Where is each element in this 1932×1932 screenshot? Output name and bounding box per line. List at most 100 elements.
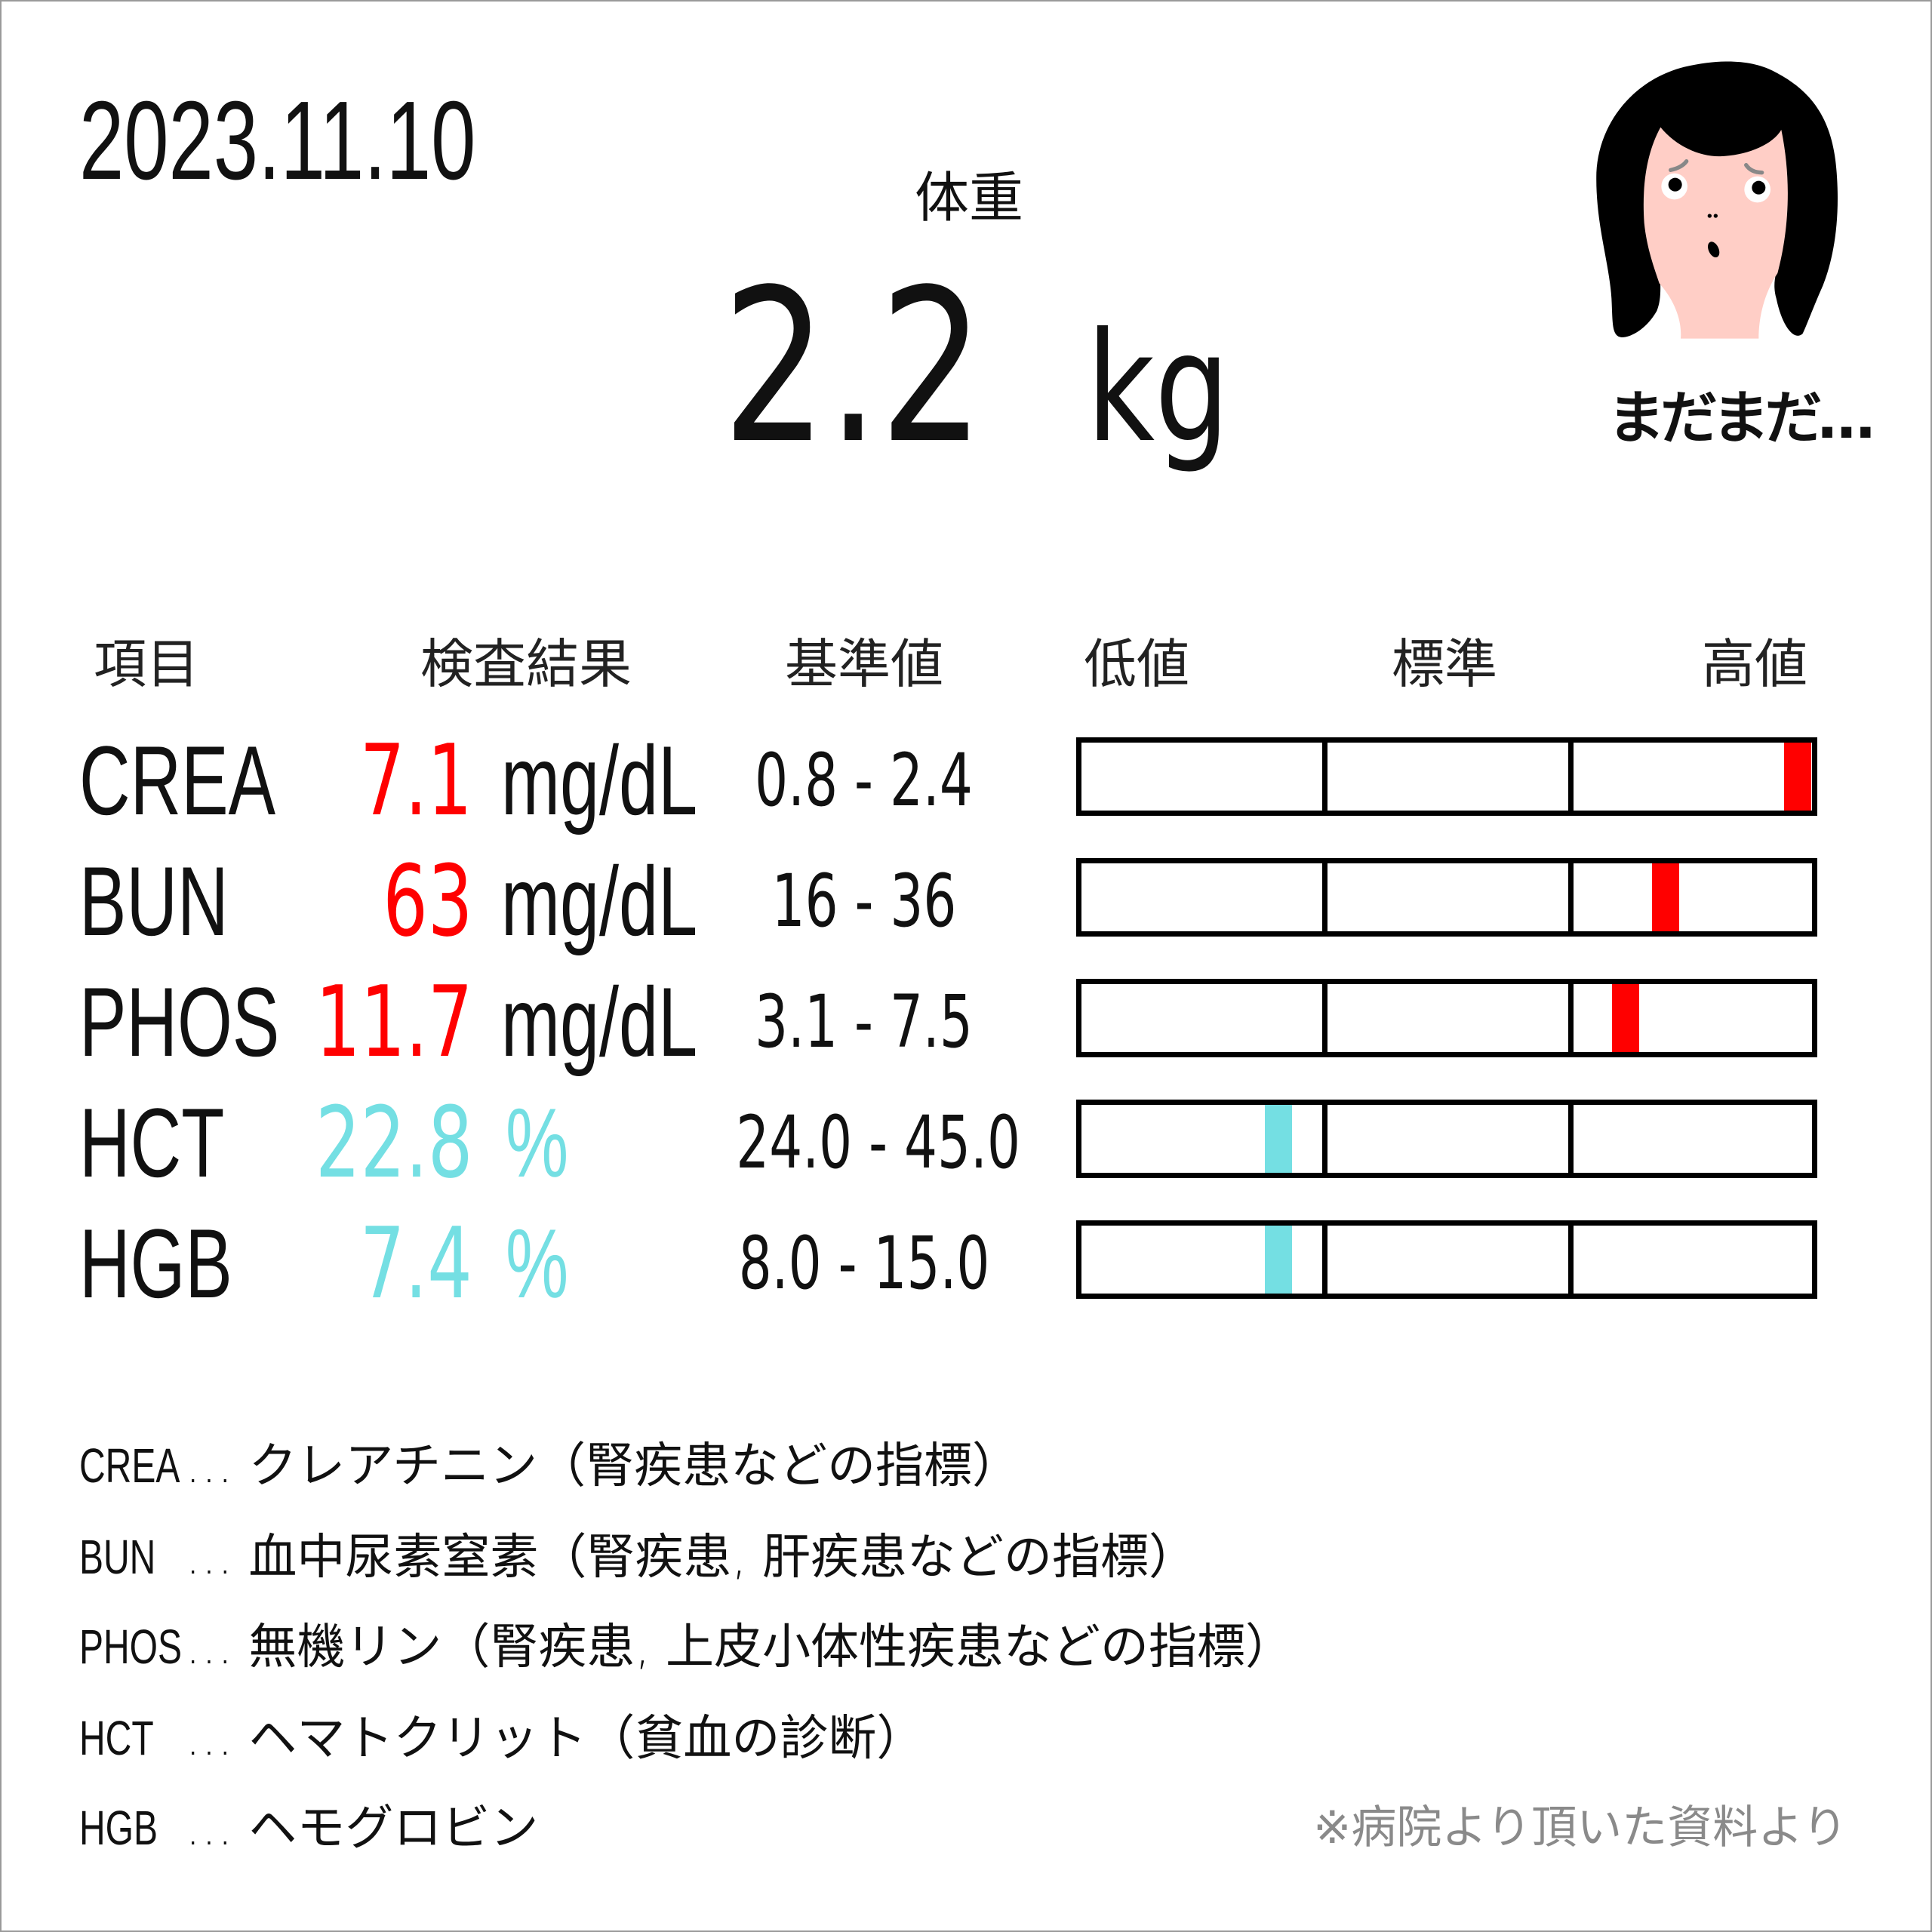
test-value-text: 7.4 — [360, 1206, 472, 1321]
footnote: PHOS… 無機リン（腎疾患, 上皮小体性疾患などの指標） — [79, 1617, 1294, 1678]
reference-range-text: 0.8 - 2.4 — [755, 738, 974, 823]
left-pupil — [1668, 177, 1682, 192]
test-unit: mg/dL — [501, 848, 774, 954]
range-gauge — [1076, 979, 1817, 1057]
reference-range-text: 8.0 - 15.0 — [738, 1221, 990, 1306]
range-gauge — [1076, 858, 1817, 937]
footnote-term-text: PHOS — [79, 1620, 183, 1674]
gauge-marker — [1783, 743, 1811, 811]
left-eyebrow — [1669, 159, 1689, 172]
footnote-term: CREA — [79, 1435, 185, 1497]
test-value-text: 7.1 — [360, 723, 472, 838]
test-unit: mg/dL — [501, 969, 774, 1075]
reference-range: 8.0 - 15.0 — [681, 1211, 1048, 1316]
reference-range: 16 - 36 — [681, 848, 1048, 954]
nostril — [1707, 214, 1712, 218]
test-name: BUN — [79, 848, 286, 954]
test-value: 22.8 — [80, 1090, 472, 1195]
footnote-term: BUN — [79, 1527, 185, 1588]
gauge-divider — [1568, 743, 1574, 811]
test-name-text: HCT — [79, 1088, 225, 1198]
test-name-text: HGB — [79, 1208, 232, 1318]
footnote: HGB … ヘモグロビン — [79, 1798, 538, 1859]
test-name-text: PHOS — [79, 967, 280, 1077]
gauge-marker — [1612, 984, 1640, 1052]
gauge-marker — [1265, 1105, 1293, 1173]
reference-range: 24.0 - 45.0 — [681, 1090, 1048, 1195]
gauge-marker — [1265, 1226, 1293, 1294]
test-unit: % — [506, 1211, 593, 1316]
reference-range-text: 3.1 - 7.5 — [755, 980, 974, 1064]
range-gauge — [1076, 1220, 1817, 1299]
test-value: 63 — [80, 848, 472, 954]
footnote-term-text: BUN — [79, 1530, 156, 1584]
test-value-text: 63 — [382, 844, 472, 958]
gauge-divider — [1322, 743, 1327, 811]
right-eyebrow — [1744, 163, 1764, 175]
reference-range-text: 16 - 36 — [771, 859, 957, 943]
mouth — [1708, 242, 1720, 258]
test-value: 7.1 — [80, 728, 472, 833]
header-high: 高値 — [1702, 633, 1807, 695]
footnote-term: PHOS — [79, 1617, 185, 1678]
footnote-description: … 無機リン（腎疾患, 上皮小体性疾患などの指標） — [185, 1620, 1294, 1675]
report-date-text: 2023.11.10 — [79, 78, 476, 203]
header-reference: 基準値 — [785, 633, 943, 695]
nostril — [1713, 214, 1718, 218]
header-item: 項目 — [94, 633, 199, 695]
test-unit-text: % — [506, 1208, 569, 1318]
test-value-text: 11.7 — [315, 964, 472, 1079]
reference-range-text: 24.0 - 45.0 — [736, 1100, 1020, 1185]
test-unit-text: % — [506, 1088, 569, 1198]
test-unit: mg/dL — [501, 728, 774, 833]
test-name: PHOS — [79, 969, 357, 1075]
footnote-description: … ヘマトクリット（貧血の診断） — [185, 1711, 925, 1767]
footnote-term: HCT — [79, 1708, 185, 1769]
test-name: CREA — [79, 728, 352, 833]
range-gauge — [1076, 1100, 1817, 1178]
range-gauge — [1076, 737, 1817, 816]
gauge-divider — [1568, 1105, 1574, 1173]
right-pupil — [1752, 180, 1766, 195]
footnote-term: HGB — [79, 1798, 185, 1859]
test-name: HGB — [79, 1211, 292, 1316]
weight-unit: kg — [1086, 300, 1229, 476]
test-value: 7.4 — [80, 1211, 472, 1316]
footnote-description: … クレアチニン（腎疾患などの指標） — [185, 1438, 1021, 1494]
footnote: CREA… クレアチニン（腎疾患などの指標） — [79, 1435, 1020, 1497]
gauge-divider — [1322, 1226, 1327, 1294]
weight-value: 2.2 kg — [666, 258, 1269, 498]
reference-range: 3.1 - 7.5 — [681, 969, 1048, 1075]
footnote: HCT … ヘマトクリット（貧血の診断） — [79, 1708, 924, 1769]
test-name-text: CREA — [79, 725, 276, 835]
reference-range: 0.8 - 2.4 — [681, 728, 1048, 833]
test-unit-text: mg/dL — [501, 967, 698, 1077]
footnote-description: … 血中尿素窒素（腎疾患, 肝疾患などの指標） — [185, 1530, 1198, 1586]
test-unit: % — [506, 1090, 593, 1195]
test-value-text: 22.8 — [315, 1085, 472, 1200]
test-unit-text: mg/dL — [501, 725, 698, 835]
test-unit-text: mg/dL — [501, 846, 698, 956]
face-skin — [1643, 127, 1788, 339]
footnote-term-text: HGB — [79, 1801, 158, 1855]
source-note: ※病院より頂いた資料より — [1313, 1801, 1847, 1854]
gauge-divider — [1568, 984, 1574, 1052]
header-low: 低値 — [1084, 633, 1189, 695]
gauge-divider — [1322, 863, 1327, 931]
weight-label: 体重 — [914, 166, 1023, 229]
weight-number: 2.2 — [722, 245, 985, 491]
footnote-description: … ヘモグロビン — [185, 1801, 539, 1857]
footnote-term-text: HCT — [79, 1711, 154, 1765]
test-name: HCT — [79, 1090, 281, 1195]
gauge-marker — [1652, 863, 1680, 931]
test-value: 11.7 — [80, 969, 472, 1075]
header-result: 検査結果 — [420, 633, 632, 695]
footnote: BUN … 血中尿素窒素（腎疾患, 肝疾患などの指標） — [79, 1527, 1197, 1588]
footnote-term-text: CREA — [79, 1438, 180, 1493]
gauge-divider — [1322, 984, 1327, 1052]
gauge-divider — [1322, 1105, 1327, 1173]
report-date: 2023.11.10 — [79, 85, 630, 197]
test-name-text: BUN — [79, 846, 229, 956]
mascot-caption: まだまだ… — [1607, 384, 1875, 451]
